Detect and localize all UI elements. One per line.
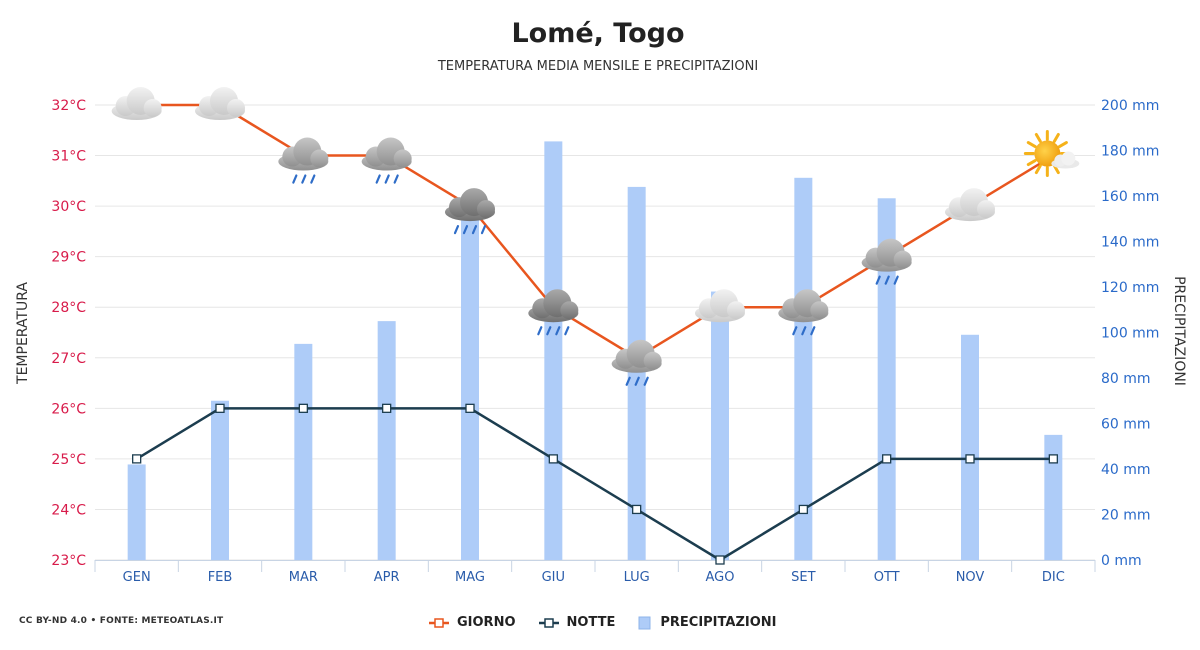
legend-item-precip[interactable]: PRECIPITAZIONI [637, 615, 776, 630]
left-tick-label: 23°C [51, 553, 86, 569]
night-point [548, 454, 558, 464]
x-tick-label: APR [374, 570, 400, 585]
source-credit: CC BY-ND 4.0 • FONTE: METEOATLAS.IT [19, 616, 224, 626]
cloudy-icon [195, 87, 245, 120]
x-tick-label: LUG [624, 570, 650, 585]
heavy-rain-icon [445, 188, 495, 235]
right-tick-label: 80 mm [1101, 371, 1151, 387]
precip-bar [711, 291, 729, 560]
legend: GIORNO NOTTE PRECIPITAZIONI [428, 615, 798, 630]
precip-bar [1044, 434, 1063, 560]
chart-title: Lomé, Togo [511, 18, 684, 49]
legend-precip-bar-icon [638, 616, 651, 629]
x-tick-label: SET [791, 570, 815, 585]
legend-item-night[interactable]: NOTTE [538, 615, 616, 630]
night-point [465, 403, 475, 413]
sun-cloud-icon [1023, 130, 1080, 178]
x-tick-label: AGO [706, 570, 735, 585]
left-axis-title: TEMPERATURA [15, 282, 31, 385]
right-tick-label: 140 mm [1101, 235, 1159, 251]
night-point [215, 403, 225, 413]
left-tick-label: 30°C [51, 199, 86, 215]
left-tick-label: 32°C [51, 98, 86, 114]
night-point [632, 504, 642, 515]
cloudy-icon [695, 289, 745, 323]
left-tick-label: 29°C [51, 250, 86, 266]
night-line [136, 407, 1054, 562]
x-tick-label: OTT [874, 570, 900, 585]
x-tick-label: NOV [956, 570, 985, 585]
left-tick-label: 25°C [51, 452, 86, 468]
legend-night-label: NOTTE [566, 615, 616, 630]
heavy-rain-icon [528, 289, 579, 336]
left-tick-label: 28°C [51, 300, 86, 316]
right-tick-label: 200 mm [1101, 98, 1159, 114]
precip-bar [961, 334, 979, 560]
left-tick-label: 31°C [51, 149, 86, 165]
right-tick-label: 100 mm [1101, 326, 1159, 342]
precip-bar [794, 177, 813, 561]
x-tick-label: GIU [542, 570, 565, 585]
night-point [132, 454, 142, 464]
right-axis-title: PRECIPITAZIONI [1171, 276, 1187, 386]
day-line [136, 103, 1054, 360]
x-tick-label: MAG [455, 570, 485, 585]
x-tick-label: FEB [208, 570, 233, 585]
x-tick-label: DIC [1042, 570, 1065, 585]
legend-item-day[interactable]: GIORNO [428, 615, 516, 630]
night-point [298, 403, 308, 413]
cloudy-icon [111, 87, 162, 120]
x-tick-label: MAR [289, 570, 318, 585]
right-tick-label: 160 mm [1101, 189, 1159, 205]
precip-bar [211, 400, 229, 560]
night-point [382, 403, 392, 413]
night-point [882, 454, 892, 464]
right-tick-label: 20 mm [1101, 508, 1151, 524]
precip-bar [127, 464, 146, 560]
precip-bar [377, 321, 396, 560]
precip-bar [544, 141, 563, 560]
rain-icon [611, 339, 662, 386]
precip-bar [461, 218, 479, 560]
right-tick-label: 0 mm [1101, 553, 1142, 569]
right-tick-label: 40 mm [1101, 462, 1151, 478]
legend-precip-label: PRECIPITAZIONI [660, 615, 777, 630]
left-tick-label: 26°C [51, 401, 86, 417]
right-tick-label: 180 mm [1101, 144, 1159, 160]
night-point [798, 504, 808, 515]
night-point [1048, 454, 1058, 464]
left-tick-label: 27°C [51, 351, 86, 367]
rain-icon [861, 238, 912, 285]
night-point [715, 555, 725, 565]
cloudy-icon [945, 188, 995, 222]
rain-icon [778, 289, 829, 336]
legend-night-line-icon [538, 617, 559, 628]
rain-icon [278, 137, 329, 184]
precip-bar [627, 186, 646, 560]
chart-subtitle: TEMPERATURA MEDIA MENSILE E PRECIPITAZIO… [437, 59, 758, 74]
left-tick-label: 24°C [51, 502, 86, 518]
legend-day-line-icon [429, 617, 449, 628]
right-tick-label: 120 mm [1101, 280, 1159, 296]
precip-bar [294, 343, 313, 560]
rain-icon [361, 137, 412, 184]
precip-bar [877, 198, 896, 560]
night-point [965, 454, 975, 464]
x-tick-label: GEN [123, 570, 151, 585]
legend-day-label: GIORNO [457, 615, 516, 630]
right-tick-label: 60 mm [1101, 417, 1151, 433]
